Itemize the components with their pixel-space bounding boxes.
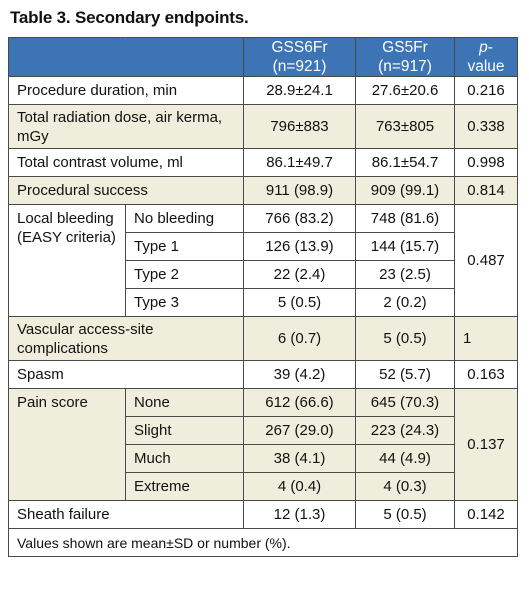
cell-gss6fr: 796±883 xyxy=(243,104,356,149)
table-row: Total contrast volume, ml 86.1±49.7 86.1… xyxy=(8,148,518,177)
header-gss6fr: GSS6Fr (n=921) xyxy=(243,37,356,77)
sub-label: Type 3 xyxy=(125,288,244,317)
table-row: Type 2 22 (2.4) 23 (2.5) xyxy=(9,260,518,289)
cell-gs5fr: 2 (0.2) xyxy=(355,288,455,317)
header-gs5fr-name: GS5Fr xyxy=(382,39,428,56)
table-row: Much 38 (4.1) 44 (4.9) xyxy=(9,444,518,473)
header-p-letter: p xyxy=(479,39,488,56)
cell-gs5fr: 223 (24.3) xyxy=(355,416,455,445)
cell-gss6fr: 911 (98.9) xyxy=(243,176,356,205)
group-label-local-bleeding: Local bleeding (EASY criteria) xyxy=(8,204,126,317)
cell-gss6fr: 126 (13.9) xyxy=(243,232,356,261)
cell-gs5fr: 144 (15.7) xyxy=(355,232,455,261)
table-row: Slight 267 (29.0) 223 (24.3) xyxy=(9,416,518,445)
cell-gs5fr: 645 (70.3) xyxy=(355,388,455,417)
row-label: Total radiation dose, air kerma, mGy xyxy=(8,104,244,149)
cell-gs5fr: 27.6±20.6 xyxy=(355,76,455,105)
cell-gs5fr: 86.1±54.7 xyxy=(355,148,455,177)
cell-gs5fr: 52 (5.7) xyxy=(355,360,455,389)
header-p-value: p-value xyxy=(454,37,518,77)
cell-gss6fr: 12 (1.3) xyxy=(243,500,356,529)
group-label-pain-score: Pain score xyxy=(8,388,126,501)
header-gss6fr-name: GSS6Fr xyxy=(271,39,328,56)
cell-gss6fr: 6 (0.7) xyxy=(243,316,356,361)
row-label: Procedural success xyxy=(8,176,244,205)
cell-gs5fr: 5 (0.5) xyxy=(355,500,455,529)
table-row: Procedural success 911 (98.9) 909 (99.1)… xyxy=(8,176,518,205)
row-label: Total contrast volume, ml xyxy=(8,148,244,177)
cell-gs5fr: 5 (0.5) xyxy=(355,316,455,361)
cell-p-value: 0.216 xyxy=(454,76,518,105)
table-row: Total radiation dose, air kerma, mGy 796… xyxy=(8,104,518,149)
header-gs5fr-n: (n=917) xyxy=(378,58,432,75)
cell-p-value: 0.137 xyxy=(454,388,518,501)
cell-gss6fr: 22 (2.4) xyxy=(243,260,356,289)
table-row: Extreme 4 (0.4) 4 (0.3) xyxy=(9,472,518,501)
table-row: Procedure duration, min 28.9±24.1 27.6±2… xyxy=(8,76,518,105)
cell-gss6fr: 267 (29.0) xyxy=(243,416,356,445)
header-gs5fr: GS5Fr (n=917) xyxy=(355,37,455,77)
cell-gs5fr: 748 (81.6) xyxy=(355,204,455,233)
cell-gs5fr: 763±805 xyxy=(355,104,455,149)
cell-gss6fr: 86.1±49.7 xyxy=(243,148,356,177)
table-row: Sheath failure 12 (1.3) 5 (0.5) 0.142 xyxy=(8,500,518,529)
table-footnote: Values shown are mean±SD or number (%). xyxy=(8,528,518,557)
cell-p-value: 0.163 xyxy=(454,360,518,389)
cell-p-value: 0.998 xyxy=(454,148,518,177)
cell-gss6fr: 612 (66.6) xyxy=(243,388,356,417)
sub-label: No bleeding xyxy=(125,204,244,233)
cell-gss6fr: 766 (83.2) xyxy=(243,204,356,233)
cell-p-value: 0.487 xyxy=(454,204,518,317)
cell-gss6fr: 5 (0.5) xyxy=(243,288,356,317)
header-blank-cell xyxy=(8,37,126,77)
cell-gss6fr: 39 (4.2) xyxy=(243,360,356,389)
sub-label: Type 2 xyxy=(125,260,244,289)
footnote-row: Values shown are mean±SD or number (%). xyxy=(8,528,518,557)
cell-gs5fr: 909 (99.1) xyxy=(355,176,455,205)
row-label: Spasm xyxy=(8,360,244,389)
cell-gss6fr: 4 (0.4) xyxy=(243,472,356,501)
sub-label: Extreme xyxy=(125,472,244,501)
cell-gss6fr: 28.9±24.1 xyxy=(243,76,356,105)
secondary-endpoints-table: GSS6Fr (n=921) GS5Fr (n=917) p-value Pro… xyxy=(8,37,518,557)
sub-label: Much xyxy=(125,444,244,473)
cell-gs5fr: 44 (4.9) xyxy=(355,444,455,473)
sub-label: None xyxy=(125,388,244,417)
table-row: Vascular access-site complications 6 (0.… xyxy=(8,316,518,361)
table-row: Type 1 126 (13.9) 144 (15.7) xyxy=(9,232,518,261)
header-blank-cell xyxy=(125,37,244,77)
row-label: Vascular access-site complications xyxy=(8,316,244,361)
header-p-suffix: -value xyxy=(467,39,505,75)
cell-gs5fr: 4 (0.3) xyxy=(355,472,455,501)
cell-gs5fr: 23 (2.5) xyxy=(355,260,455,289)
sub-label: Type 1 xyxy=(125,232,244,261)
table-row: Pain score None 612 (66.6) 645 (70.3) 0.… xyxy=(8,388,518,501)
sub-label: Slight xyxy=(125,416,244,445)
cell-p-value: 0.142 xyxy=(454,500,518,529)
row-label: Sheath failure xyxy=(8,500,244,529)
header-row: GSS6Fr (n=921) GS5Fr (n=917) p-value xyxy=(8,37,518,77)
row-label: Procedure duration, min xyxy=(8,76,244,105)
cell-p-value: 0.338 xyxy=(454,104,518,149)
table-row: Local bleeding (EASY criteria) No bleedi… xyxy=(8,204,518,317)
header-gss6fr-n: (n=921) xyxy=(272,58,327,75)
cell-p-value: 0.814 xyxy=(454,176,518,205)
table-row: Spasm 39 (4.2) 52 (5.7) 0.163 xyxy=(8,360,518,389)
cell-p-value: 1 xyxy=(454,316,518,361)
table-title: Table 3. Secondary endpoints. xyxy=(10,8,249,27)
cell-gss6fr: 38 (4.1) xyxy=(243,444,356,473)
